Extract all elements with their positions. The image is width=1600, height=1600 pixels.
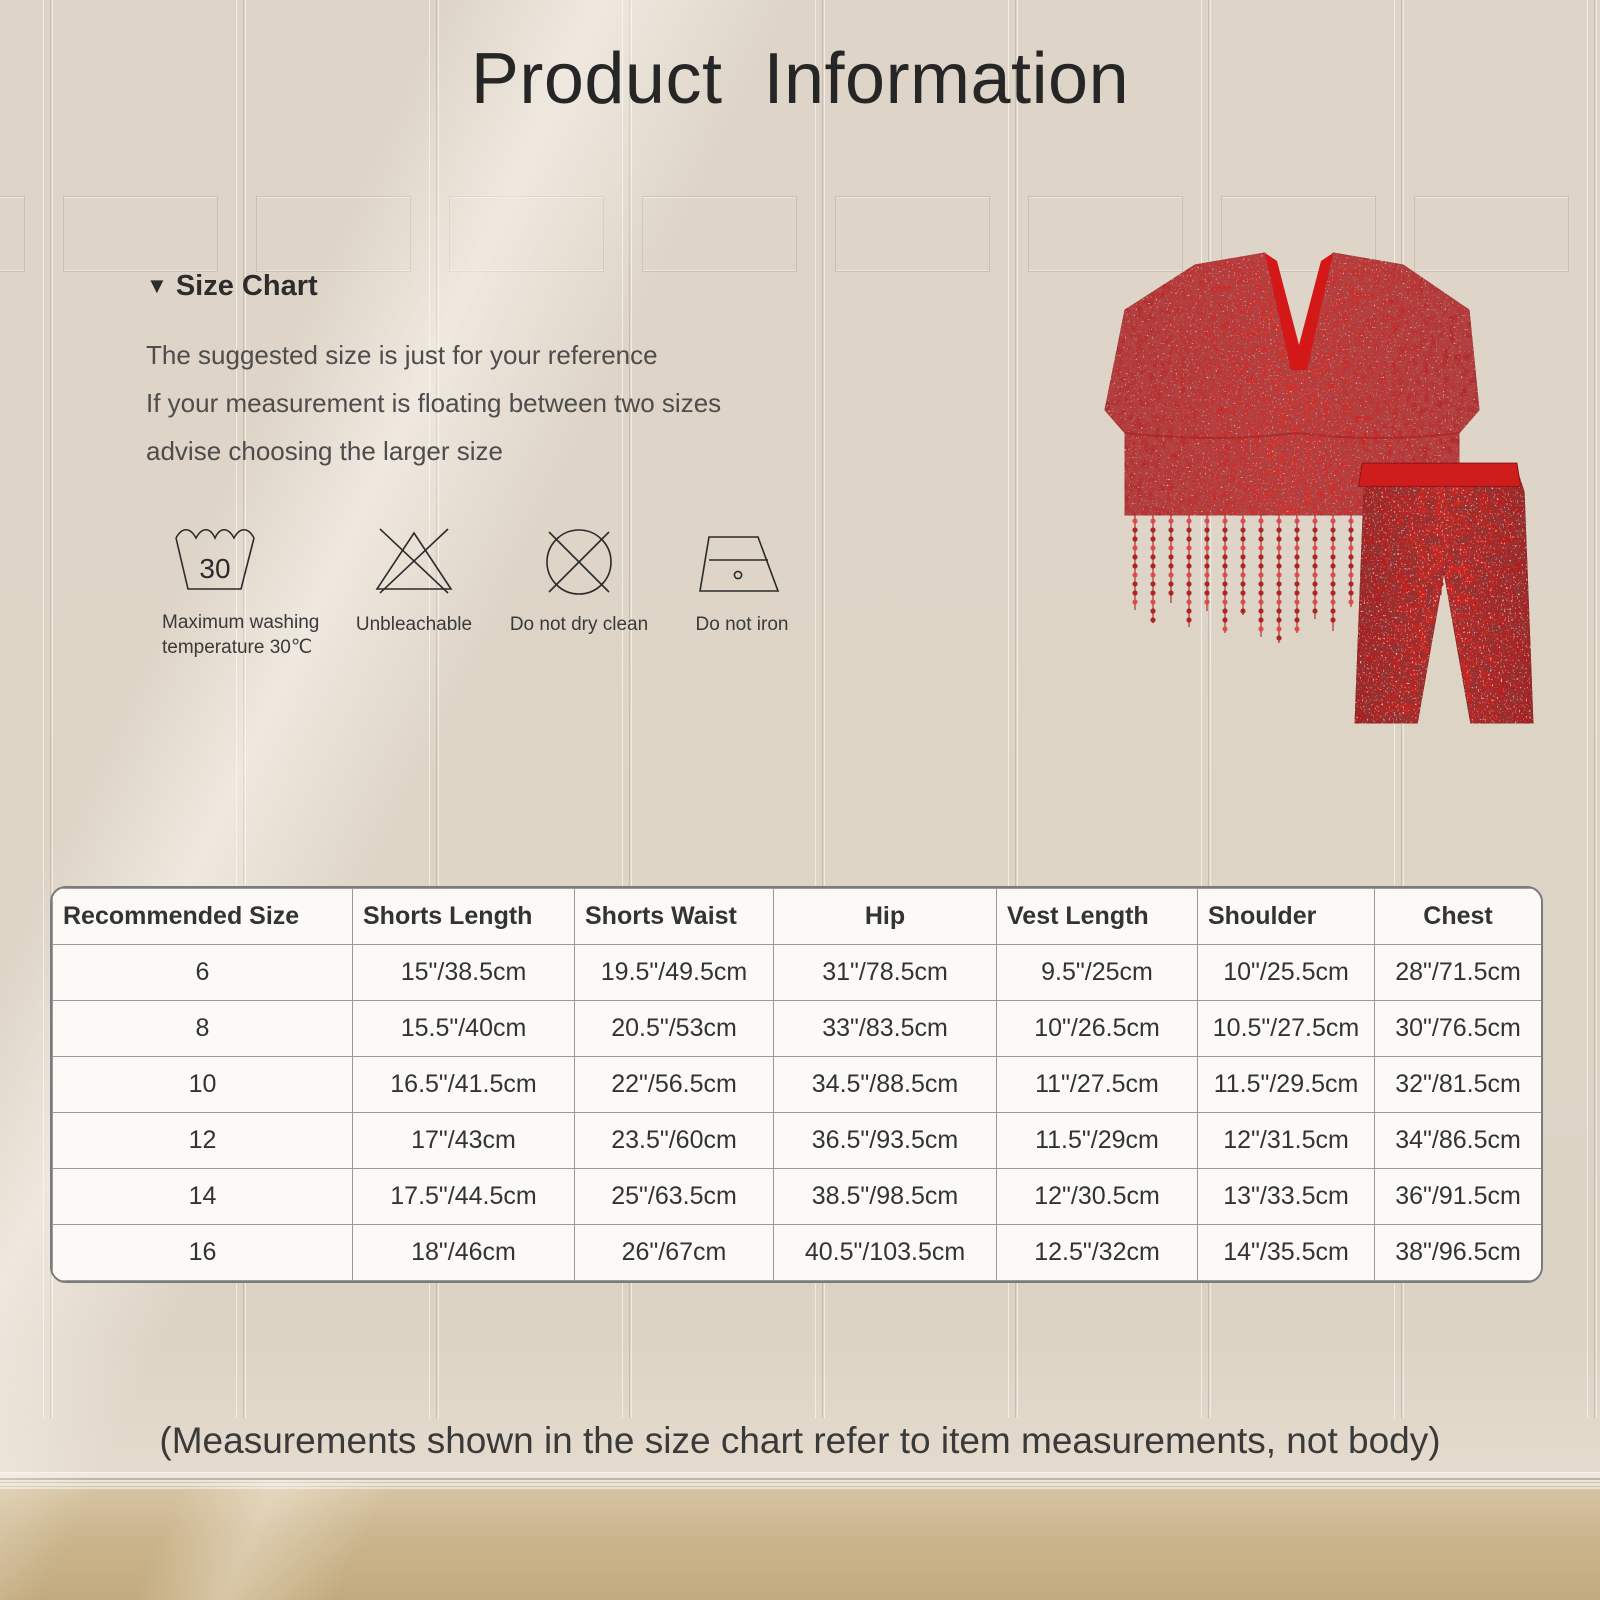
- svg-text:30: 30: [199, 553, 230, 584]
